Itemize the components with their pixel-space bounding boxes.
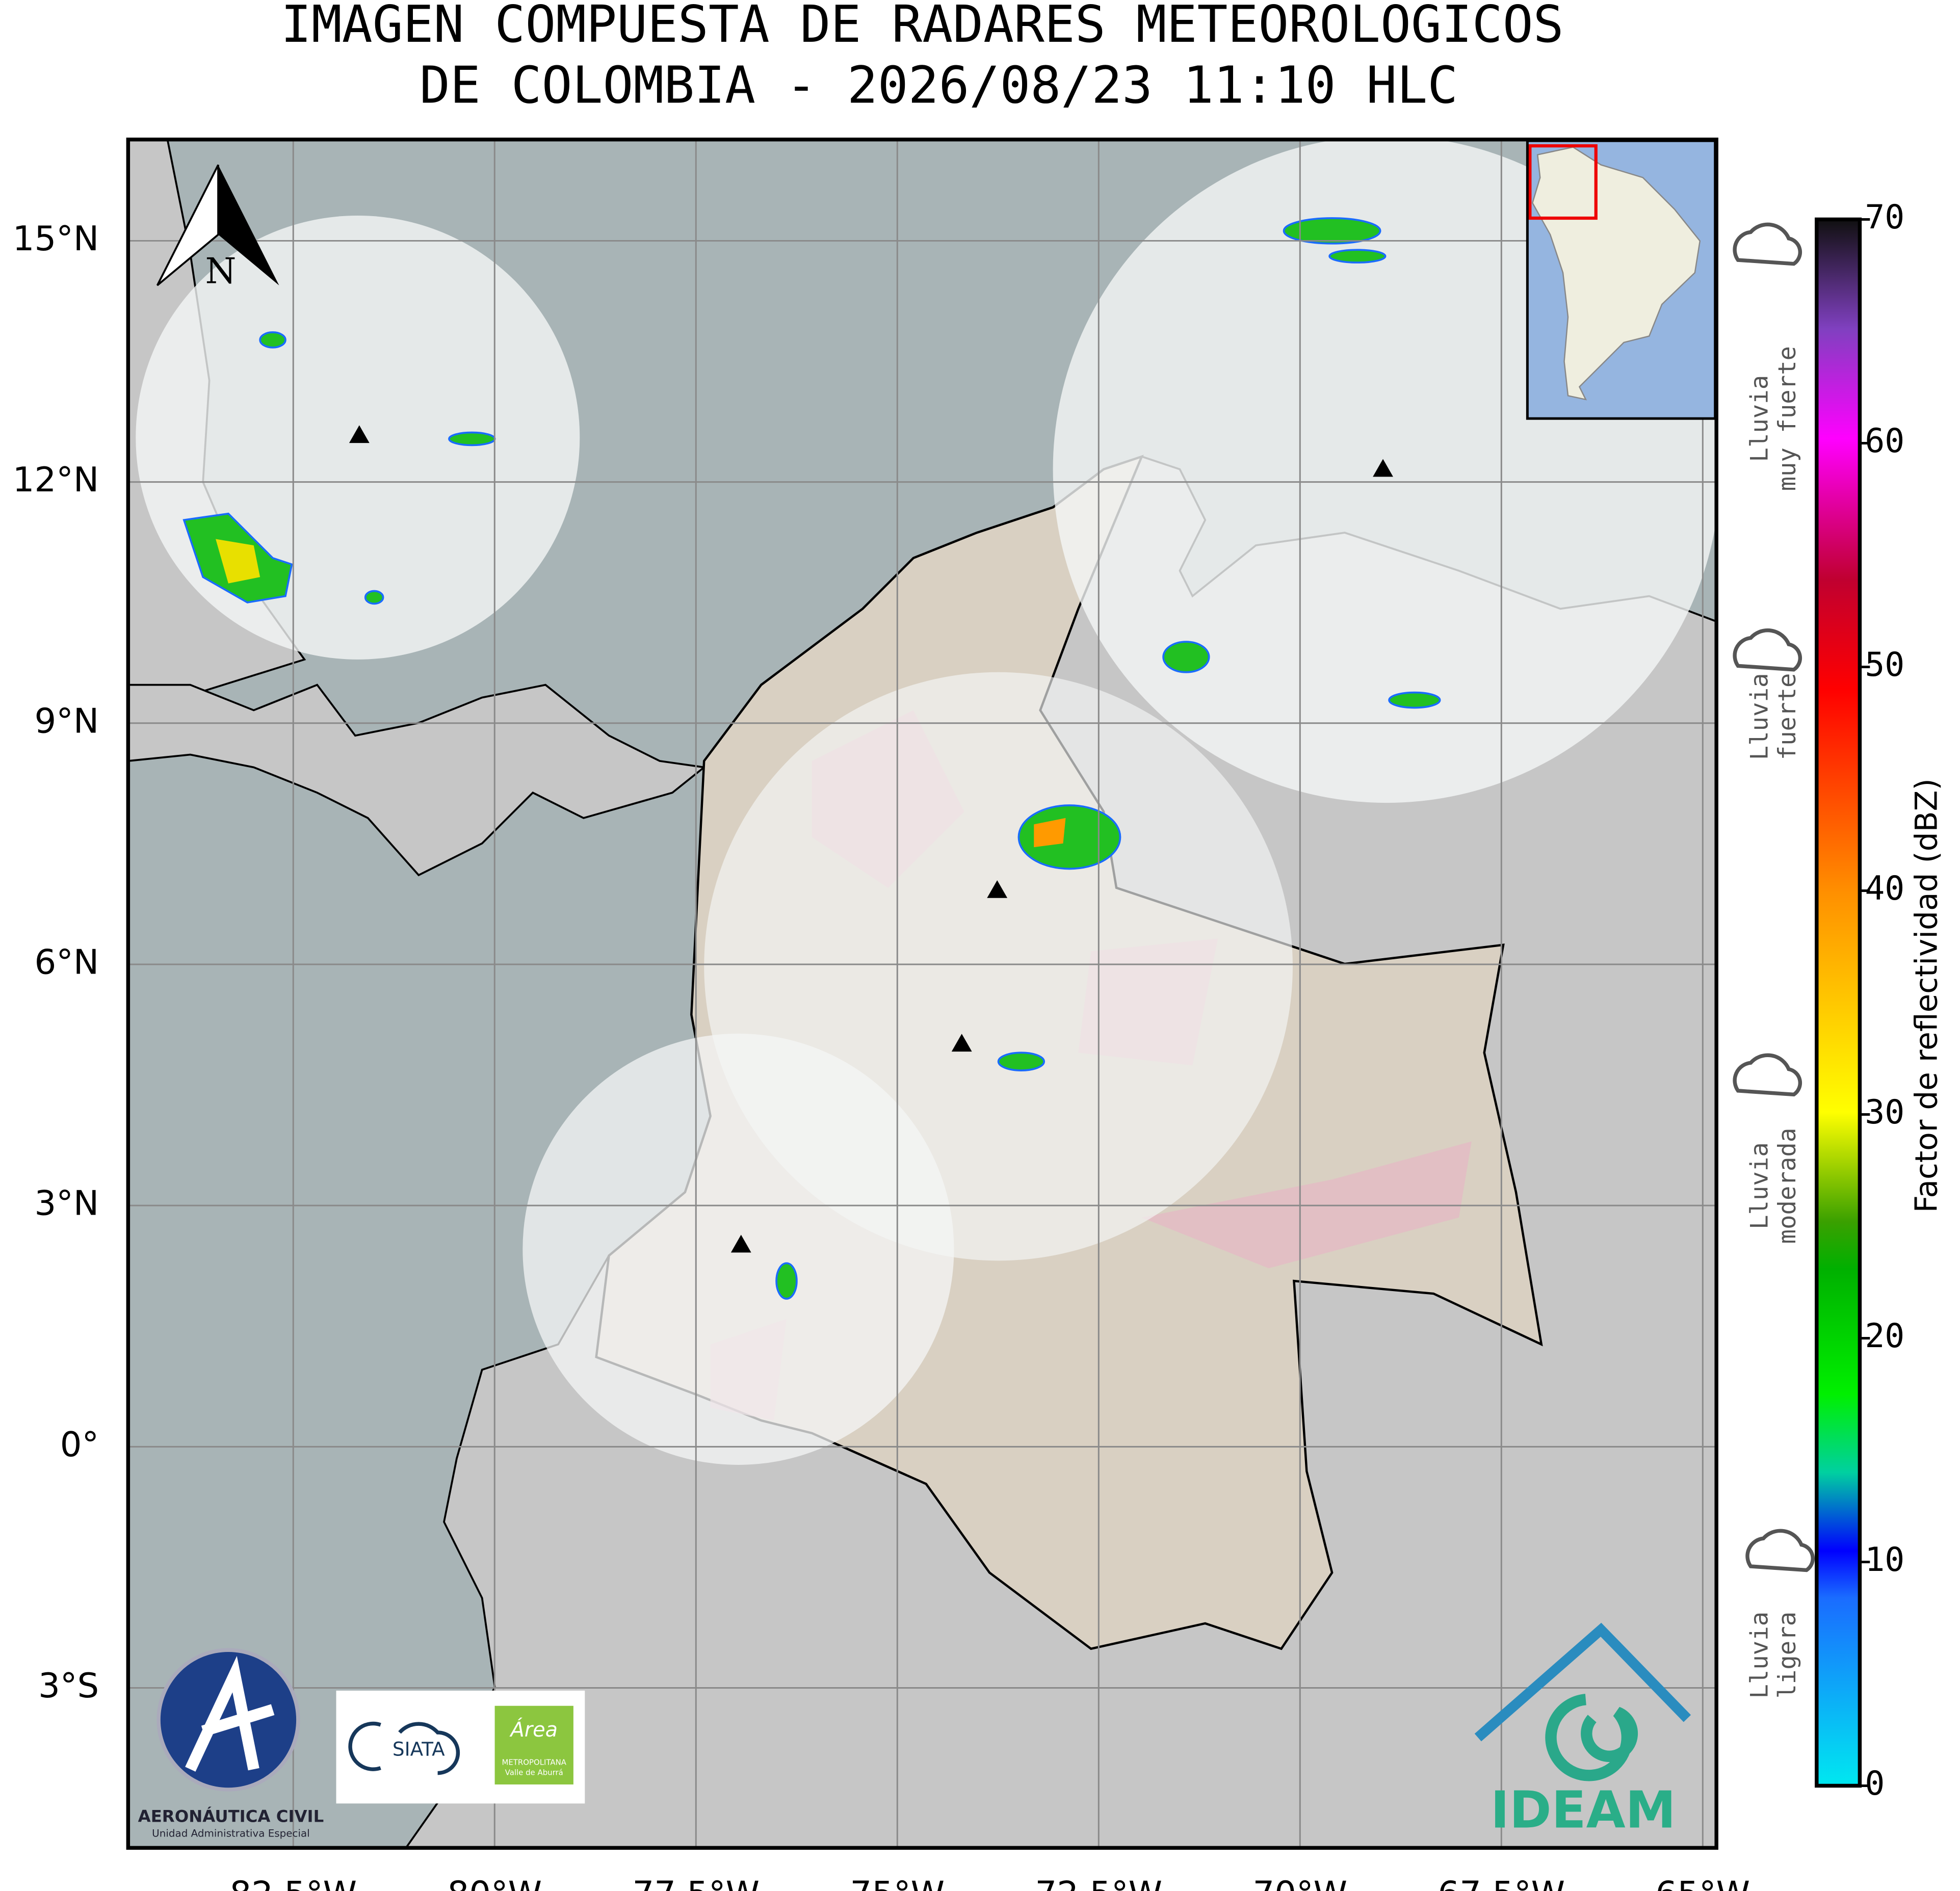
colorbar-tick-label: 10 [1865, 1541, 1904, 1579]
colorbar [1815, 217, 1862, 1788]
inset-extent [1528, 144, 1598, 220]
rain-label: fuerte [1773, 673, 1801, 760]
rain-label: ligera [1773, 1612, 1801, 1699]
colorbar-label: Factor de reflectividad (dBZ) [1909, 778, 1944, 1213]
rain-label: moderada [1773, 1128, 1801, 1244]
radar-site [987, 880, 1008, 898]
logo-box [494, 1705, 573, 1784]
logo-text: IDEAM [1491, 1781, 1676, 1840]
x-tick-label: 70°W [1253, 1874, 1347, 1891]
radar-sites [349, 425, 1393, 1253]
x-tick-label: 82.5°W [229, 1874, 357, 1891]
grid [128, 139, 1717, 1848]
radar-echoes [182, 217, 1441, 1300]
logo-text: Área [509, 1718, 557, 1742]
radar-site [1373, 459, 1393, 477]
colorbar-tick-label: 50 [1865, 646, 1904, 684]
logo-text: SIATA [393, 1738, 445, 1760]
logo-text: AERONÁUTICA CIVIL [138, 1807, 324, 1826]
logo-text: Valle de Aburrá [505, 1768, 563, 1777]
y-tick-label: 3°S [38, 1666, 99, 1705]
colorbar-tick-label: 30 [1865, 1093, 1904, 1132]
rain-label: muy fuerte [1773, 346, 1801, 491]
logo-mark [185, 1656, 275, 1772]
map-frame [126, 137, 1718, 1850]
radar-echoes [216, 539, 260, 584]
title-line: DE COLOMBIA - 2026/08/23 11:10 HLC [420, 57, 1458, 115]
x-tick-label: 75°W [850, 1874, 945, 1891]
inset-map [1526, 139, 1717, 420]
land [128, 684, 707, 877]
logo-swirl [1545, 1694, 1638, 1781]
x-tick-label: 65°W [1656, 1874, 1750, 1891]
y-tick-label: 12°N [13, 460, 99, 500]
colorbar-tick-label: 0 [1865, 1765, 1885, 1803]
y-tick-label: 9°N [35, 701, 99, 741]
title-line: IMAGEN COMPUESTA DE RADARES METEOROLOGIC… [281, 0, 1564, 54]
x-tick-label: 80°W [448, 1874, 542, 1891]
y-tick-label: 6°N [35, 942, 99, 982]
north-label: N [205, 250, 237, 292]
inset-frame [1526, 139, 1717, 420]
inset-land [1531, 146, 1701, 401]
y-tick-label: 15°N [13, 219, 99, 258]
radar-echoes [1034, 818, 1066, 848]
radar-site [349, 425, 370, 443]
colorbar-tick-label: 20 [1865, 1317, 1904, 1355]
map-area [128, 139, 1717, 1848]
logo-mark [348, 1721, 460, 1775]
radar-site [951, 1034, 972, 1052]
logo-siata-area: SIATA Área METROPOLITANA Valle de Aburrá [336, 1690, 585, 1804]
x-tick-label: 72.5°W [1035, 1874, 1162, 1891]
y-tick-label: 3°N [35, 1184, 99, 1223]
rain-label: Lluvia [1745, 1612, 1773, 1699]
logo-ideam: IDEAM [1474, 1622, 1691, 1840]
colorbar-tick-label: 60 [1865, 422, 1904, 460]
x-tick-label: 67.5°W [1438, 1874, 1565, 1891]
rain-label: Lluvia [1745, 1142, 1773, 1229]
radar-site [730, 1235, 751, 1253]
logo-aeronautica: AERONÁUTICA CIVIL Unidad Administrativa … [138, 1648, 324, 1840]
rain-icons [1733, 222, 1815, 1572]
x-tick-label: 77.5°W [632, 1874, 760, 1891]
colorbar-tick-label: 70 [1865, 198, 1904, 237]
colorbar-axis: 0 10 20 30 40 50 60 70 [1860, 198, 1904, 1803]
logo-text: Unidad Administrativa Especial [152, 1828, 310, 1840]
rain-label: Lluvia [1745, 375, 1773, 462]
colorbar-tick-label: 40 [1865, 870, 1904, 908]
region-tint [710, 710, 1472, 1421]
y-tick-label: 0° [60, 1425, 99, 1464]
logo-roof [1474, 1622, 1691, 1742]
logo-text: METROPOLITANA [502, 1758, 566, 1767]
rain-label: Lluvia [1745, 673, 1773, 760]
map-axes: 82.5°W 80°W 77.5°W 75°W 72.5°W 70°W 67.5°W 65°W… [13, 219, 1750, 1891]
